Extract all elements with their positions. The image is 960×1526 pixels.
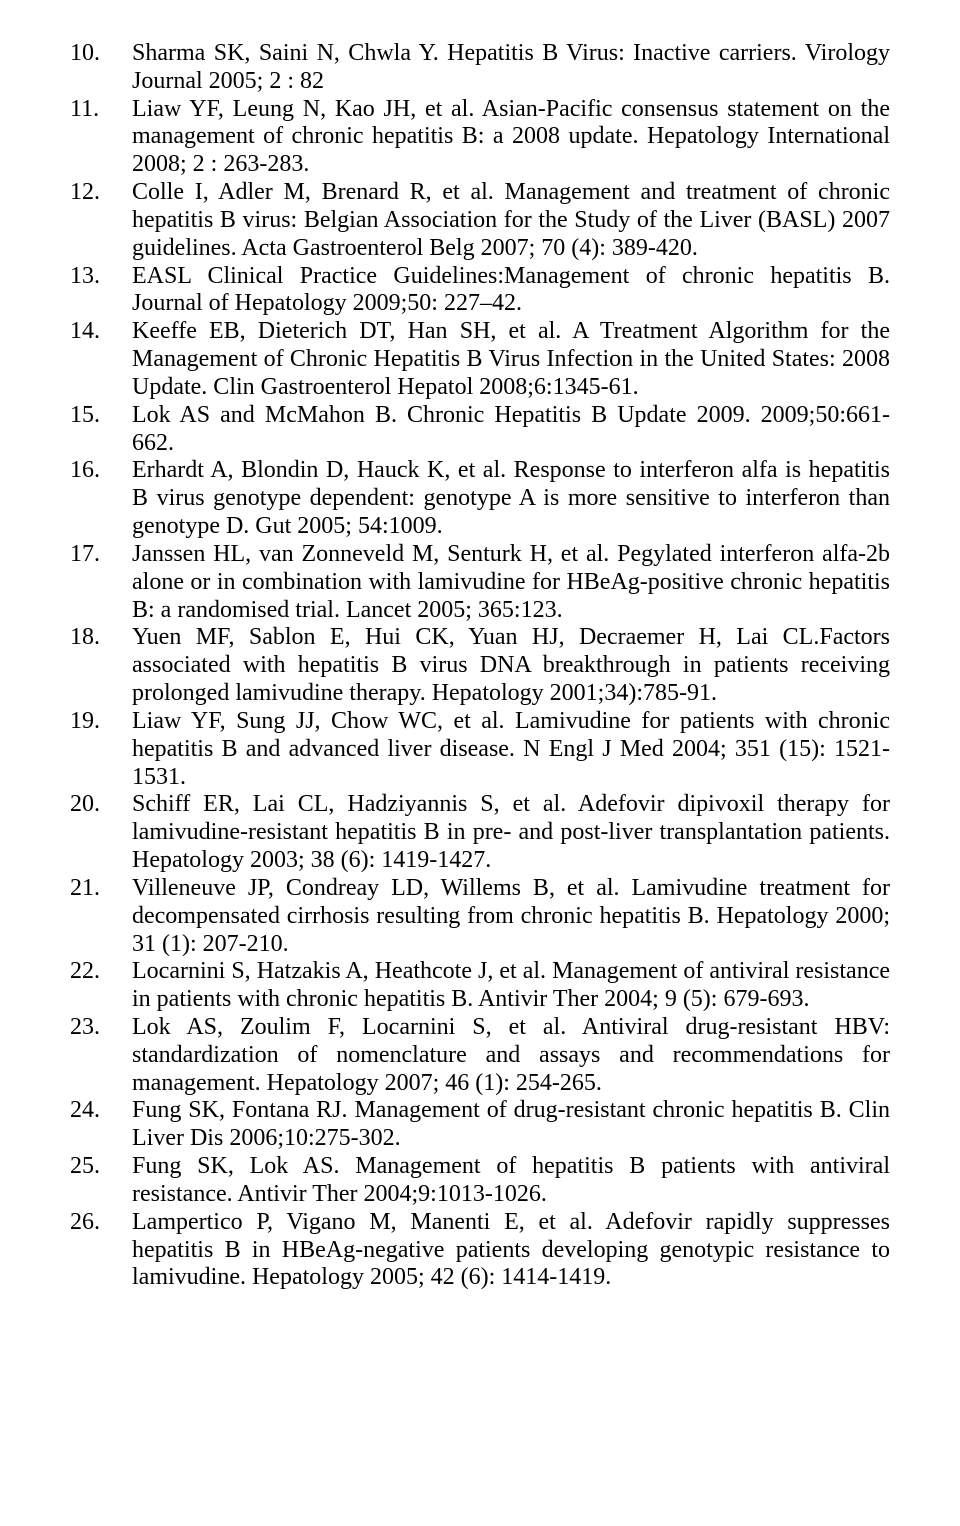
reference-number: 22.: [70, 958, 132, 1014]
reference-number: 13.: [70, 263, 132, 319]
reference-item: 15.Lok AS and McMahon B. Chronic Hepatit…: [70, 402, 890, 458]
reference-item: 11.Liaw YF, Leung N, Kao JH, et al. Asia…: [70, 96, 890, 179]
reference-item: 18.Yuen MF, Sablon E, Hui CK, Yuan HJ, D…: [70, 624, 890, 707]
reference-item: 16.Erhardt A, Blondin D, Hauck K, et al.…: [70, 457, 890, 540]
reference-item: 13.EASL Clinical Practice Guidelines:Man…: [70, 263, 890, 319]
reference-number: 24.: [70, 1097, 132, 1153]
reference-text: Liaw YF, Sung JJ, Chow WC, et al. Lamivu…: [132, 708, 890, 791]
reference-item: 25.Fung SK, Lok AS. Management of hepati…: [70, 1153, 890, 1209]
reference-text: Lok AS and McMahon B. Chronic Hepatitis …: [132, 402, 890, 458]
reference-number: 21.: [70, 875, 132, 958]
reference-text: Yuen MF, Sablon E, Hui CK, Yuan HJ, Decr…: [132, 624, 890, 707]
reference-text: Lok AS, Zoulim F, Locarnini S, et al. An…: [132, 1014, 890, 1097]
reference-text: Locarnini S, Hatzakis A, Heathcote J, et…: [132, 958, 890, 1014]
reference-item: 22.Locarnini S, Hatzakis A, Heathcote J,…: [70, 958, 890, 1014]
reference-text: Lampertico P, Vigano M, Manenti E, et al…: [132, 1209, 890, 1292]
reference-number: 25.: [70, 1153, 132, 1209]
reference-item: 26.Lampertico P, Vigano M, Manenti E, et…: [70, 1209, 890, 1292]
reference-number: 15.: [70, 402, 132, 458]
reference-number: 11.: [70, 96, 132, 179]
reference-item: 20.Schiff ER, Lai CL, Hadziyannis S, et …: [70, 791, 890, 874]
reference-text: Colle I, Adler M, Brenard R, et al. Mana…: [132, 179, 890, 262]
reference-item: 19.Liaw YF, Sung JJ, Chow WC, et al. Lam…: [70, 708, 890, 791]
reference-item: 23.Lok AS, Zoulim F, Locarnini S, et al.…: [70, 1014, 890, 1097]
reference-number: 19.: [70, 708, 132, 791]
reference-number: 10.: [70, 40, 132, 96]
reference-number: 16.: [70, 457, 132, 540]
reference-text: Sharma SK, Saini N, Chwla Y. Hepatitis B…: [132, 40, 890, 96]
reference-number: 23.: [70, 1014, 132, 1097]
reference-text: Villeneuve JP, Condreay LD, Willems B, e…: [132, 875, 890, 958]
reference-text: EASL Clinical Practice Guidelines:Manage…: [132, 263, 890, 319]
reference-item: 14.Keeffe EB, Dieterich DT, Han SH, et a…: [70, 318, 890, 401]
reference-item: 10.Sharma SK, Saini N, Chwla Y. Hepatiti…: [70, 40, 890, 96]
reference-number: 18.: [70, 624, 132, 707]
reference-text: Liaw YF, Leung N, Kao JH, et al. Asian-P…: [132, 96, 890, 179]
reference-list: 10.Sharma SK, Saini N, Chwla Y. Hepatiti…: [70, 40, 890, 1292]
reference-item: 17.Janssen HL, van Zonneveld M, Senturk …: [70, 541, 890, 624]
reference-item: 12.Colle I, Adler M, Brenard R, et al. M…: [70, 179, 890, 262]
reference-text: Fung SK, Lok AS. Management of hepatitis…: [132, 1153, 890, 1209]
reference-number: 26.: [70, 1209, 132, 1292]
reference-number: 14.: [70, 318, 132, 401]
reference-text: Janssen HL, van Zonneveld M, Senturk H, …: [132, 541, 890, 624]
reference-text: Keeffe EB, Dieterich DT, Han SH, et al. …: [132, 318, 890, 401]
reference-number: 17.: [70, 541, 132, 624]
reference-number: 20.: [70, 791, 132, 874]
reference-text: Fung SK, Fontana RJ. Management of drug-…: [132, 1097, 890, 1153]
reference-text: Schiff ER, Lai CL, Hadziyannis S, et al.…: [132, 791, 890, 874]
reference-text: Erhardt A, Blondin D, Hauck K, et al. Re…: [132, 457, 890, 540]
reference-item: 21.Villeneuve JP, Condreay LD, Willems B…: [70, 875, 890, 958]
reference-item: 24.Fung SK, Fontana RJ. Management of dr…: [70, 1097, 890, 1153]
reference-number: 12.: [70, 179, 132, 262]
